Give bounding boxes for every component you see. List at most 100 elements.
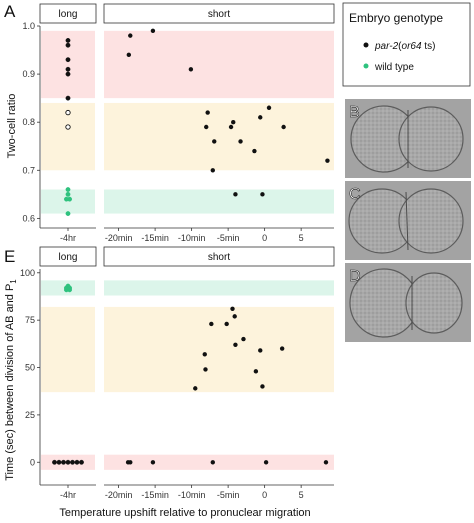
micrograph-d-cell-right [405,272,463,334]
x-ticks-short-e: -20min -15min -10min -5min 0 5 [105,485,304,500]
point-long-e-4 [67,287,73,293]
y-tick-label-a-3: 0.9 [22,69,35,79]
point-short-e-6 [193,386,198,391]
x-tick-label-short-e-5: 5 [299,490,304,500]
strip-label-short-e: short [208,252,230,263]
legend-label-par2-gene: par-2 [374,41,399,52]
point-long-a-0 [65,38,71,43]
legend-label-par2: par-2(or64 ts) [374,41,435,52]
points-short-a [126,28,330,197]
x-tick-label-short-e-3: -5min [217,490,240,500]
point-long-e-11 [79,459,84,465]
legend-label-par2-open: ( [398,41,402,52]
micrograph-c-cell-right [398,188,464,254]
point-short-a-5 [204,124,209,130]
point-short-a-16 [281,124,286,130]
strip-label-long-a: long [59,9,78,20]
point-short-a-3 [188,67,194,72]
x-tick-label-short-a-4: 0 [262,233,267,243]
x-ticks-short-a: -20min -15min -10min -5min 0 5 [105,228,304,243]
legend-label-par2-allele: or64 [402,41,422,52]
point-short-e-11 [230,306,235,311]
micrograph-c: C [345,181,471,260]
strip-long-a [39,3,97,24]
band-short-e-1 [104,306,334,393]
y-axis-title-e-subscript: 1 [9,279,18,284]
point-short-e-5 [323,460,329,465]
x-tick-label-short-a-2: -10min [178,233,206,243]
strip-short-e [103,246,335,267]
point-short-a-13 [258,115,263,120]
x-tick-label-long-a: -4hr [60,233,76,243]
points-short-e [125,306,329,465]
point-long-a-3 [65,66,71,72]
point-long-e-9 [70,459,75,465]
y-axis-title-e-main: Time (sec) between division of AB and P [4,284,16,481]
micrograph-d-letter: D [349,268,361,285]
x-tick-label-short-a-3: -5min [217,233,240,243]
point-short-a-6 [212,139,217,144]
points-long-a [64,38,73,216]
point-long-a-2 [65,57,71,63]
point-long-e-8 [65,459,71,465]
x-axis-title: Temperature upshift relative to pronucle… [59,507,310,519]
micrograph-b-cell-right [398,106,464,172]
micrograph-c-letter: C [349,186,361,203]
point-short-e-12 [232,314,237,319]
point-long-a-9 [65,191,71,197]
point-short-e-14 [241,336,246,342]
point-short-a-14 [260,192,265,197]
point-long-a-7 [65,124,71,130]
point-short-a-7 [210,168,215,173]
legend-key-wildtype [363,63,369,69]
strip-long-e [39,246,97,267]
point-short-e-10 [224,321,229,327]
point-short-e-13 [233,342,238,347]
point-short-a-17 [325,158,330,163]
y-tick-label-e-2: 50 [25,363,35,373]
y-tick-label-e-0: 0 [30,457,35,467]
point-short-e-2 [150,460,156,465]
point-long-a-5 [65,95,71,101]
point-short-e-4 [263,460,269,465]
point-long-a-8 [65,187,71,192]
x-tick-label-short-e-4: 0 [262,490,267,500]
legend-key-par2 [363,42,369,48]
micrograph-d: D [345,263,471,342]
point-short-e-18 [279,346,285,351]
x-tick-label-short-e-1: -15min [141,490,169,500]
y-axis-title-e: Time (sec) between division of AB and P1 [4,279,18,481]
bands-short-a [104,30,334,214]
band-long-e-1 [41,306,95,393]
y-tick-label-e-4: 100 [20,268,35,278]
panel-letter-e: E [4,247,15,266]
band-short-e-0 [104,280,334,296]
point-short-a-15 [266,105,272,110]
point-short-e-9 [209,321,214,327]
band-short-a-0 [104,30,334,99]
x-tick-label-long-e: -4hr [60,490,76,500]
points-long-e [52,283,84,465]
bands-short-e [104,280,334,470]
x-tick-label-short-e-2: -10min [178,490,206,500]
legend-label-wildtype: wild type [374,62,414,73]
point-short-e-8 [202,352,207,357]
point-short-e-3 [210,460,215,465]
point-long-a-4 [65,71,71,77]
band-short-a-2 [104,189,334,214]
y-axis-title-a: Two-cell ratio [6,94,18,159]
strip-label-long-e: long [59,252,78,263]
y-tick-label-e-3: 75 [25,315,35,325]
point-short-e-16 [258,348,263,353]
y-tick-label-a-0: 0.6 [22,213,35,223]
y-tick-label-a-1: 0.7 [22,165,35,175]
point-long-e-7 [61,459,66,465]
y-ticks-e: 0 25 50 75 100 [20,268,40,467]
point-short-a-8 [231,119,236,125]
y-ticks-a: 0.6 0.7 0.8 0.9 1.0 [22,21,40,223]
point-long-e-10 [74,459,80,465]
x-tick-label-short-e-0: -20min [105,490,133,500]
point-long-a-12 [65,211,71,216]
